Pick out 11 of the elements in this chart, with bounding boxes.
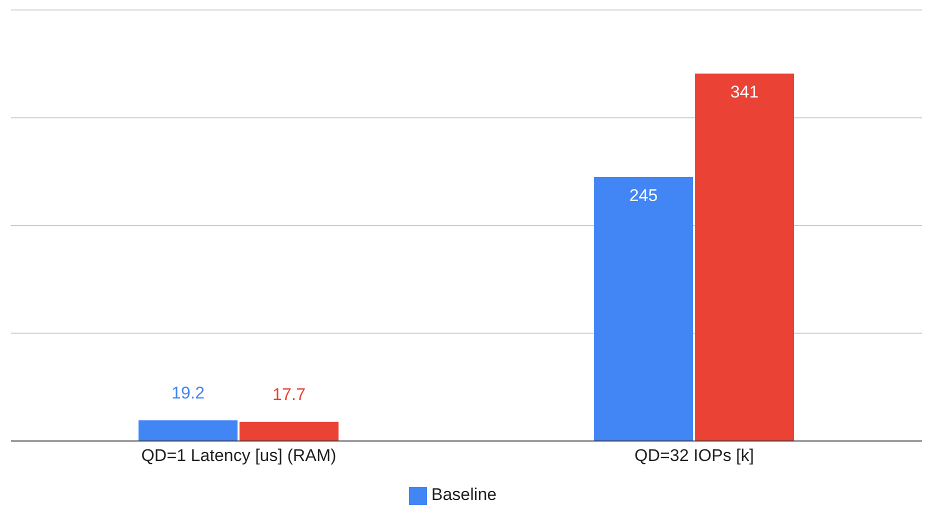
data-label: 17.7 [272,384,306,404]
x-tick-label: QD=32 IOPs [k] [634,446,754,466]
bar [138,420,238,441]
data-label: 19.2 [171,383,205,402]
data-label: 245 [629,186,658,206]
legend-label: Baseline [431,485,497,504]
bar [240,422,339,441]
x-tick-label: QD=1 Latency [us] (RAM) [141,446,336,466]
bar [594,177,694,441]
data-label: 341 [730,82,759,102]
bar [695,74,794,441]
